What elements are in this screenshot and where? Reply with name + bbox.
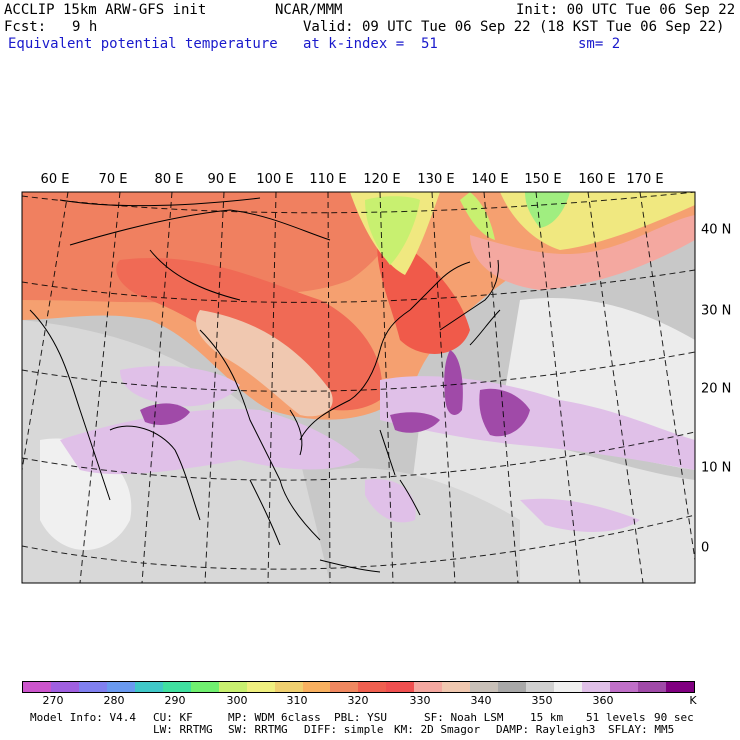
footer-km: KM: 2D Smagor (394, 723, 481, 736)
smooth-info: sm= 2 (578, 36, 621, 52)
colorbar-tick: 310 (286, 694, 308, 707)
colorbar-swatch (190, 682, 219, 692)
colorbar-tick: 340 (470, 694, 492, 707)
footer-res: 15 km (530, 711, 564, 724)
fcst-label: Fcst: (4, 19, 47, 35)
lon-label: 80 E (154, 172, 184, 187)
lon-label: 150 E (524, 172, 562, 187)
footer-cu: CU: KF (153, 711, 193, 724)
colorbar-swatch (330, 682, 359, 692)
colorbar (22, 681, 695, 693)
footer-diff: DIFF: simple (304, 723, 384, 736)
footer-pbl: PBL: YSU (334, 711, 387, 724)
lon-label: 110 E (309, 172, 347, 187)
theta-e-field (22, 192, 695, 583)
map-frame (21, 191, 696, 584)
colorbar-swatch (246, 682, 275, 692)
lon-label: 130 E (417, 172, 455, 187)
colorbar-swatch (162, 682, 191, 692)
colorbar-swatch (637, 682, 666, 692)
footer-sw: SW: RRTMG (228, 723, 288, 736)
colorbar-swatch (106, 682, 135, 692)
colorbar-tick: 280 (103, 694, 125, 707)
colorbar-swatch (358, 682, 387, 692)
footer-mp: MP: WDM 6class (228, 711, 321, 724)
fcst-value: 9 h (72, 19, 98, 35)
footer-lw: LW: RRTMG (153, 723, 213, 736)
lat-label: 30 N (701, 303, 732, 319)
footer-model-info: Model Info: V4.4 (30, 711, 136, 724)
colorbar-tick: 300 (226, 694, 248, 707)
colorbar-swatch (386, 682, 415, 692)
colorbar-swatch (470, 682, 499, 692)
colorbar-tick: 330 (409, 694, 431, 707)
lat-label: 0 (701, 540, 710, 556)
lon-label: 90 E (207, 172, 237, 187)
lon-label: 160 E (578, 172, 616, 187)
colorbar-swatch (218, 682, 247, 692)
colorbar-swatch (526, 682, 555, 692)
lat-label: 20 N (701, 381, 732, 397)
colorbar-swatch (665, 682, 694, 692)
colorbar-swatch (134, 682, 163, 692)
footer-sf: SF: Noah LSM (424, 711, 504, 724)
colorbar-tick: 290 (164, 694, 186, 707)
init-time: Init: 00 UTC Tue 06 Sep 22 (516, 2, 736, 18)
colorbar-tick: 320 (347, 694, 369, 707)
footer-levels: 51 levels (586, 711, 646, 724)
lon-label: 100 E (256, 172, 294, 187)
footer-timestep: 90 sec (654, 711, 694, 724)
colorbar-swatch (414, 682, 443, 692)
colorbar-tick: 360 (592, 694, 614, 707)
footer-sflay: SFLAY: MM5 (608, 723, 675, 736)
colorbar-swatch (50, 682, 79, 692)
colorbar-swatch (554, 682, 583, 692)
lon-label: 120 E (363, 172, 401, 187)
org-label: NCAR/MMM (275, 2, 343, 18)
valid-time: Valid: 09 UTC Tue 06 Sep 22 (18 KST Tue … (303, 19, 725, 35)
model-title: ACCLIP 15km ARW-GFS init (4, 2, 207, 18)
lon-label: 70 E (98, 172, 128, 187)
colorbar-swatch (78, 682, 107, 692)
colorbar-swatch (442, 682, 471, 692)
colorbar-tick: 350 (531, 694, 553, 707)
footer-damp: DAMP: Rayleigh3 (496, 723, 596, 736)
colorbar-swatch (610, 682, 638, 692)
lon-label: 60 E (40, 172, 70, 187)
lon-label: 170 E (626, 172, 664, 187)
colorbar-swatch (498, 682, 527, 692)
lon-label: 140 E (471, 172, 509, 187)
lat-label: 10 N (701, 460, 732, 476)
colorbar-swatch (274, 682, 303, 692)
colorbar-swatch (23, 682, 51, 692)
field-name: Equivalent potential temperature (8, 36, 278, 52)
colorbar-swatch (582, 682, 611, 692)
colorbar-unit: K (689, 694, 697, 707)
colorbar-tick: 270 (42, 694, 64, 707)
level-info: at k-index = 51 (303, 36, 438, 52)
lat-label: 40 N (701, 222, 732, 238)
colorbar-swatch (302, 682, 331, 692)
